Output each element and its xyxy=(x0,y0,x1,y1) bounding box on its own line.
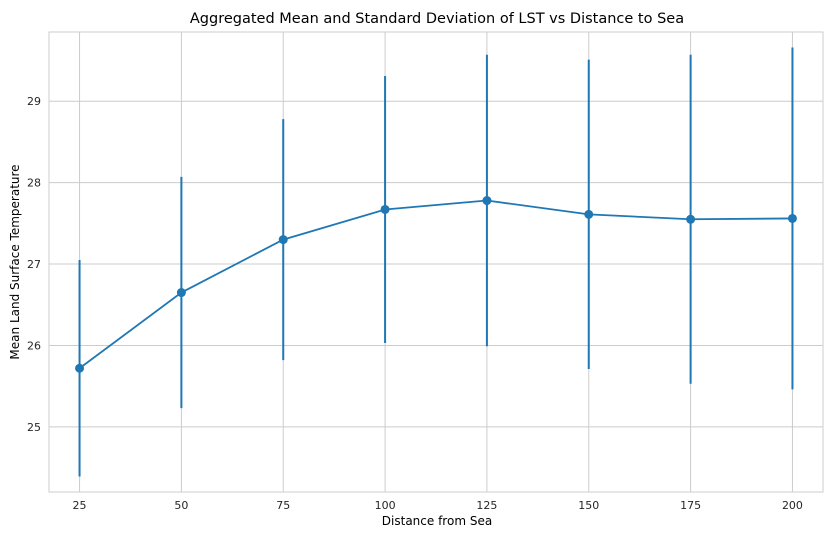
data-points xyxy=(75,196,797,373)
x-tick-label: 50 xyxy=(174,499,188,512)
chart-title: Aggregated Mean and Standard Deviation o… xyxy=(190,11,684,27)
series-line xyxy=(79,199,793,369)
data-point xyxy=(380,204,390,214)
y-tick-label: 25 xyxy=(27,421,41,434)
plot-area xyxy=(48,31,824,493)
y-tick-label: 27 xyxy=(27,258,41,271)
x-tick-label: 100 xyxy=(375,499,396,512)
x-tick-label: 25 xyxy=(73,499,87,512)
grid xyxy=(49,32,823,492)
y-tick-label: 26 xyxy=(27,339,41,352)
data-point xyxy=(686,214,696,224)
error-bars xyxy=(78,47,794,477)
x-axis-ticks: 25 50 75 100 125 150 175 200 xyxy=(73,499,803,512)
y-tick-label: 29 xyxy=(27,95,41,108)
data-point xyxy=(482,196,492,206)
x-tick-label: 200 xyxy=(782,499,803,512)
x-tick-label: 150 xyxy=(578,499,599,512)
y-axis-label: Mean Land Surface Temperature xyxy=(8,164,22,359)
data-point xyxy=(584,209,594,219)
x-axis-label: Distance from Sea xyxy=(382,514,492,528)
data-point xyxy=(787,213,797,223)
x-tick-label: 125 xyxy=(476,499,497,512)
x-tick-label: 175 xyxy=(680,499,701,512)
data-point xyxy=(75,363,85,373)
mean-line xyxy=(79,199,793,369)
data-point xyxy=(176,288,186,298)
y-tick-label: 28 xyxy=(27,177,41,190)
x-tick-label: 75 xyxy=(276,499,290,512)
data-point xyxy=(278,235,288,245)
y-axis-ticks: 25 26 27 28 29 xyxy=(27,95,41,434)
